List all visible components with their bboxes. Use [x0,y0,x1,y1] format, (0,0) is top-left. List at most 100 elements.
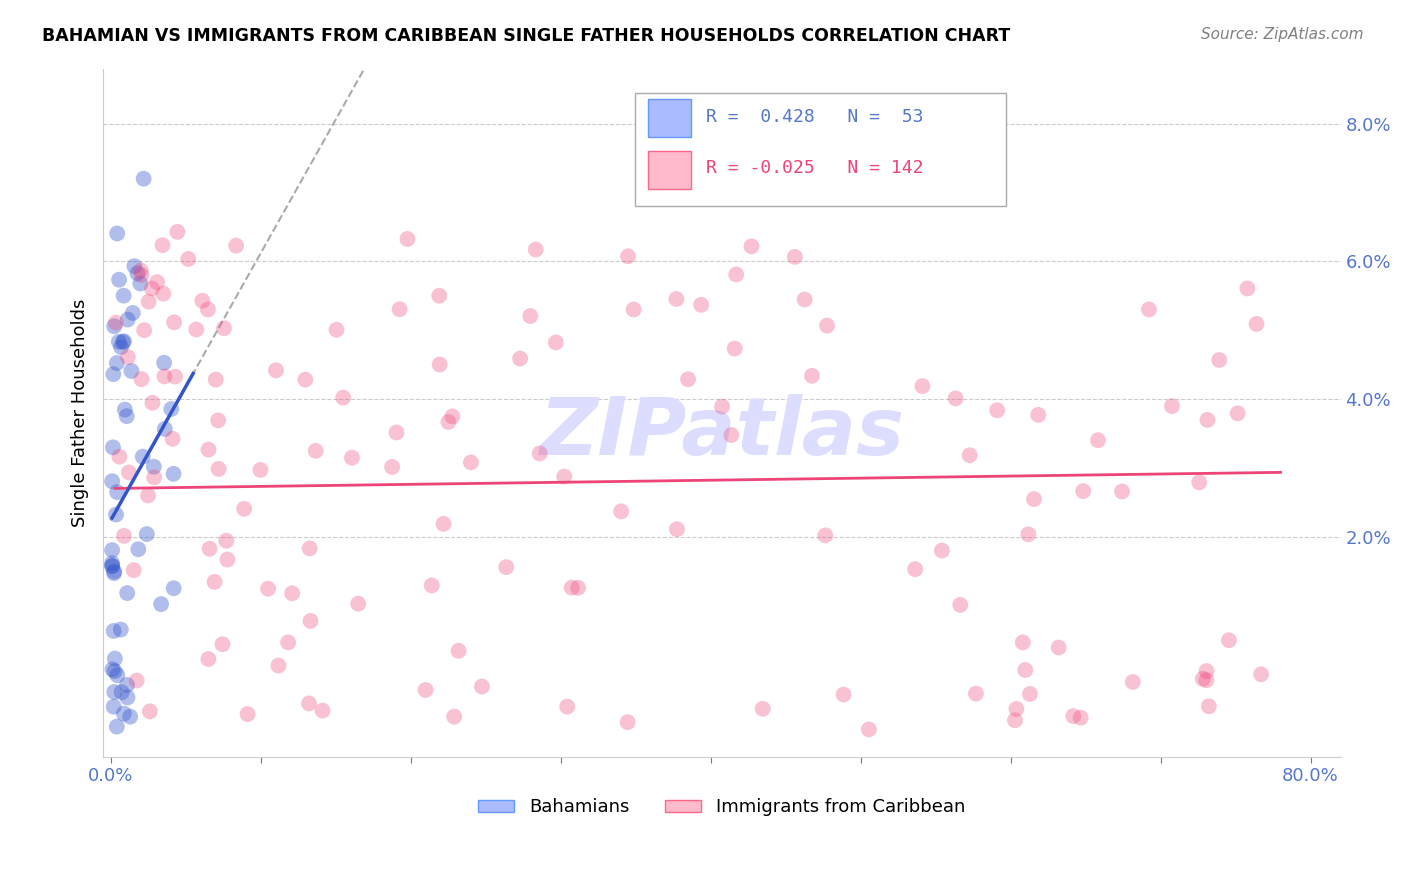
Point [814,528,837,542]
Point [420,578,443,592]
Point [1070,711,1092,725]
Point [311,704,333,718]
Point [108,273,131,287]
Point [152,238,174,252]
Point [139,704,162,718]
Point [495,560,517,574]
Point [1236,281,1258,295]
Point [153,369,176,384]
Point [665,292,688,306]
Point [267,658,290,673]
Point [110,623,132,637]
Point [1047,640,1070,655]
Point [127,542,149,557]
Point [931,543,953,558]
Point [945,392,967,406]
Point [1195,673,1218,688]
Legend: Bahamians, Immigrants from Caribbean: Bahamians, Immigrants from Caribbean [471,791,973,823]
Point [783,250,806,264]
Point [186,322,208,336]
Point [396,232,419,246]
Point [1208,353,1230,368]
Point [1195,664,1218,678]
Point [101,475,124,489]
Point [690,298,713,312]
Point [105,227,128,241]
Point [388,302,411,317]
Point [1226,406,1249,420]
Point [117,690,139,705]
Point [965,687,987,701]
Point [858,723,880,737]
Point [665,522,688,536]
Point [305,443,328,458]
Point [815,318,838,333]
Point [129,263,152,277]
Point [509,351,531,366]
Point [949,598,972,612]
Point [236,707,259,722]
Point [103,685,125,699]
Point [1071,484,1094,499]
Point [146,275,169,289]
Point [471,680,494,694]
Text: R =  0.428   N =  53: R = 0.428 N = 53 [706,108,924,126]
Point [801,368,824,383]
Point [132,450,155,464]
Point [325,323,347,337]
Point [415,683,437,698]
Point [1137,302,1160,317]
Point [204,574,226,589]
Point [1005,702,1028,716]
Point [1004,713,1026,727]
Point [529,446,551,460]
Point [427,289,450,303]
Point [567,581,589,595]
Point [115,586,138,600]
Point [207,413,229,427]
Point [385,425,408,440]
Text: Source: ZipAtlas.com: Source: ZipAtlas.com [1201,27,1364,42]
Point [711,400,734,414]
Point [524,243,547,257]
Point [120,364,142,378]
Point [197,652,219,666]
Point [1191,672,1213,686]
Point [1250,667,1272,681]
Point [1122,675,1144,690]
Point [959,448,981,462]
Point [105,668,128,682]
Point [114,402,136,417]
Point [1087,434,1109,448]
Point [142,459,165,474]
Point [616,715,638,730]
Point [112,529,135,543]
Point [112,334,135,349]
Point [143,470,166,484]
Point [104,651,127,665]
Point [751,702,773,716]
Point [177,252,200,266]
Point [115,409,138,424]
Point [112,706,135,721]
Point [443,709,465,723]
Point [152,286,174,301]
Point [197,442,219,457]
Point [163,581,186,595]
Point [1019,687,1042,701]
Point [163,369,186,384]
Point [298,697,321,711]
Point [347,597,370,611]
FancyBboxPatch shape [648,100,690,137]
Point [519,309,541,323]
Point [299,614,322,628]
Point [101,559,124,574]
Point [103,699,125,714]
Point [217,552,239,566]
Point [211,637,233,651]
Point [249,463,271,477]
Point [437,415,460,429]
Point [103,367,125,381]
Point [103,319,125,334]
Point [676,372,699,386]
